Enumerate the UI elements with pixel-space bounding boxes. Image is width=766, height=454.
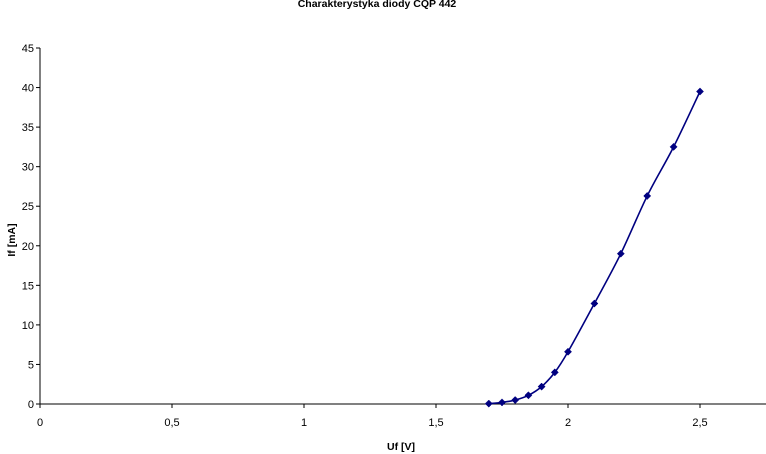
x-tick-label: 2,5 — [692, 417, 707, 429]
y-axis: 0 5 10 15 20 25 30 35 40 45 — [22, 43, 41, 411]
y-tick-label: 40 — [22, 83, 34, 95]
x-axis: 0 0,5 1 1,5 2 2,5 — [37, 403, 766, 429]
y-tick-label: 15 — [22, 280, 34, 292]
data-point-marker — [498, 398, 506, 407]
x-tick-label: 1,5 — [428, 417, 443, 429]
y-tick-label: 20 — [22, 241, 34, 253]
x-tick-label: 2 — [565, 417, 571, 429]
y-tick-label: 45 — [22, 43, 34, 55]
data-point-marker — [696, 87, 704, 96]
y-tick-label: 10 — [22, 320, 34, 332]
x-axis-title: Uf [V] — [387, 441, 415, 453]
data-point-marker — [616, 249, 625, 258]
data-point-marker — [511, 396, 520, 404]
series-line — [488, 91, 701, 405]
y-tick-label: 35 — [22, 122, 34, 134]
x-tick-label: 1 — [301, 417, 307, 429]
data-point-marker — [643, 191, 652, 200]
series-group — [484, 87, 704, 408]
y-tick-label: 25 — [22, 201, 34, 213]
y-tick-label: 30 — [22, 162, 34, 174]
data-point-marker — [550, 368, 559, 377]
y-axis-title: If [mA] — [6, 223, 18, 256]
x-tick-label: 0 — [37, 417, 43, 429]
chart-title: Charakterystyka diody CQP 442 — [298, 0, 457, 10]
data-point-marker — [484, 399, 493, 408]
y-tick-label: 0 — [28, 399, 34, 411]
x-tick-label: 0,5 — [164, 417, 179, 429]
y-tick-label: 5 — [28, 359, 34, 371]
data-point-marker — [537, 382, 546, 391]
data-point-marker — [564, 347, 572, 356]
data-point-marker — [524, 391, 533, 400]
data-point-marker — [590, 299, 599, 308]
data-point-marker — [669, 142, 678, 151]
